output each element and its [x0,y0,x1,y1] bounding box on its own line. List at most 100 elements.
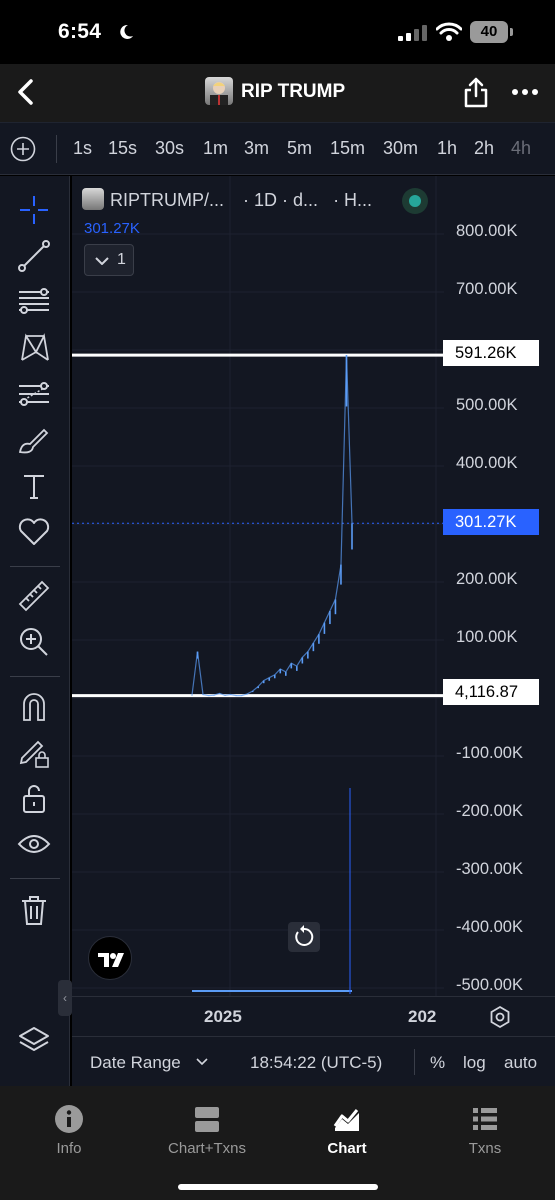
y-axis-label: 100.00K [456,628,518,646]
chart-icon [333,1109,359,1131]
divider [10,878,60,879]
token-avatar [205,77,233,105]
timeframe-4h[interactable]: 4h [511,138,532,158]
timeframe-1s[interactable]: 1s [73,138,93,158]
bottom-tab-bar: Info Chart+Txns Chart Txns [0,1086,555,1200]
y-axis-label: -400.00K [456,918,523,936]
timeframe-30s[interactable]: 30s [155,138,185,158]
settings-icon[interactable] [488,1005,512,1029]
legend-source: · H... [333,190,373,210]
app-header: RIP TRUMP [0,64,555,122]
tab-label: Info [56,1140,82,1157]
unlock-icon[interactable] [16,780,52,816]
ruler-icon[interactable] [16,578,52,614]
chevron-down-icon [95,257,109,265]
trash-icon[interactable] [16,892,52,928]
date-range-button[interactable]: Date Range [90,1053,181,1072]
divider [10,566,60,567]
timeframe-15s[interactable]: 15s [108,138,138,158]
tab-label: Txns [468,1140,502,1157]
prediction-icon[interactable] [16,376,52,412]
horizontal-line-price-tag[interactable]: 4,116.87 [443,679,539,705]
lock-drawing-icon[interactable] [16,734,52,770]
timeframe-1m[interactable]: 1m [203,138,229,158]
add-indicator-icon[interactable] [10,136,36,162]
reset-icon [295,925,314,946]
tab-chart[interactable]: Chart [292,1104,402,1157]
current-price-tag: 301.27K [443,509,539,535]
chart-legend: RIPTRUMP/... · 1D · d... · H... [82,188,428,214]
timeframe-15m[interactable]: 15m [330,138,366,158]
magnet-icon[interactable] [16,688,52,724]
y-axis-label: 800.00K [456,222,518,240]
time-axis[interactable]: 2025 202 [72,996,555,1036]
clock: 6:54 [58,20,102,43]
price-series-line [191,355,353,697]
divider [10,676,60,677]
fib-icon[interactable] [16,284,52,320]
x-axis-label: 202 [408,1007,437,1026]
crosshair-icon[interactable] [16,192,52,228]
indicator-count: 1 [117,251,126,268]
legend-symbol: RIPTRUMP/... [110,190,225,210]
timeframe-5m[interactable]: 5m [287,138,313,158]
battery-level: 40 [480,23,498,40]
market-status-icon [402,188,428,214]
y-axis-label: 400.00K [456,454,518,472]
chevron-left-icon[interactable] [14,78,38,106]
tradingview-logo[interactable] [88,936,132,980]
timeframe-bar: 1s 15s 30s 1m 3m 5m 15m 30m 1h 2h 4h [0,122,555,175]
wifi-icon [436,22,462,41]
drawing-toolbar [0,176,70,1086]
y-axis-label: 700.00K [456,280,518,298]
chart-canvas [72,176,444,996]
signal-icon [398,25,427,41]
timeframe-1h[interactable]: 1h [437,138,458,158]
legend-last-price: 301.27K [84,220,140,237]
status-bar: 6:54 40 [0,0,555,64]
auto-scale-toggle[interactable]: auto [504,1053,538,1072]
legend-interval: · 1D · d... [243,190,319,210]
text-icon[interactable] [16,468,52,504]
more-icon[interactable] [512,88,538,96]
horizontal-line-price-tag[interactable]: 591.26K [443,340,539,366]
eye-icon[interactable] [16,826,52,862]
y-axis-label: -100.00K [456,744,523,762]
y-axis-label: 500.00K [456,396,518,414]
reset-chart-button[interactable] [288,922,320,952]
tab-info[interactable]: Info [14,1104,124,1157]
battery-icon: 40 [470,21,514,43]
price-chart[interactable]: RIPTRUMP/... · 1D · d... · H... 301.27K … [72,176,555,996]
tab-txns[interactable]: Txns [430,1104,540,1157]
divider [56,135,57,163]
divider [414,1049,415,1075]
y-axis-label: -200.00K [456,802,523,820]
tab-label: Chart [327,1140,367,1157]
layers-icon[interactable] [16,1022,52,1058]
toolbar-collapse-button[interactable]: ‹ [58,980,72,1016]
trend-line-icon[interactable] [16,238,52,274]
share-icon[interactable] [462,76,490,108]
x-axis-label: 2025 [204,1007,242,1026]
tab-chart-txns[interactable]: Chart+Txns [152,1104,262,1157]
timeframe-2h[interactable]: 2h [474,138,495,158]
brush-icon[interactable] [16,422,52,458]
chevron-down-icon[interactable] [196,1058,208,1065]
list-icon [473,1108,497,1130]
heart-icon[interactable] [16,514,52,550]
timeframe-3m[interactable]: 3m [244,138,270,158]
token-avatar [82,188,104,210]
pattern-icon[interactable] [16,330,52,366]
zoom-icon[interactable] [16,624,52,660]
percent-scale-toggle[interactable]: % [430,1053,446,1072]
y-axis-label: 200.00K [456,570,518,588]
y-axis-label: -500.00K [456,976,523,994]
timeframe-30m[interactable]: 30m [383,138,419,158]
home-indicator [178,1184,378,1190]
clock-timezone[interactable]: 18:54:22 (UTC-5) [250,1053,383,1072]
tab-label: Chart+Txns [168,1140,246,1157]
page-title: RIP TRUMP [241,81,346,102]
indicators-collapse-button[interactable]: 1 [84,244,134,276]
info-icon [55,1105,83,1133]
log-scale-toggle[interactable]: log [463,1053,486,1072]
